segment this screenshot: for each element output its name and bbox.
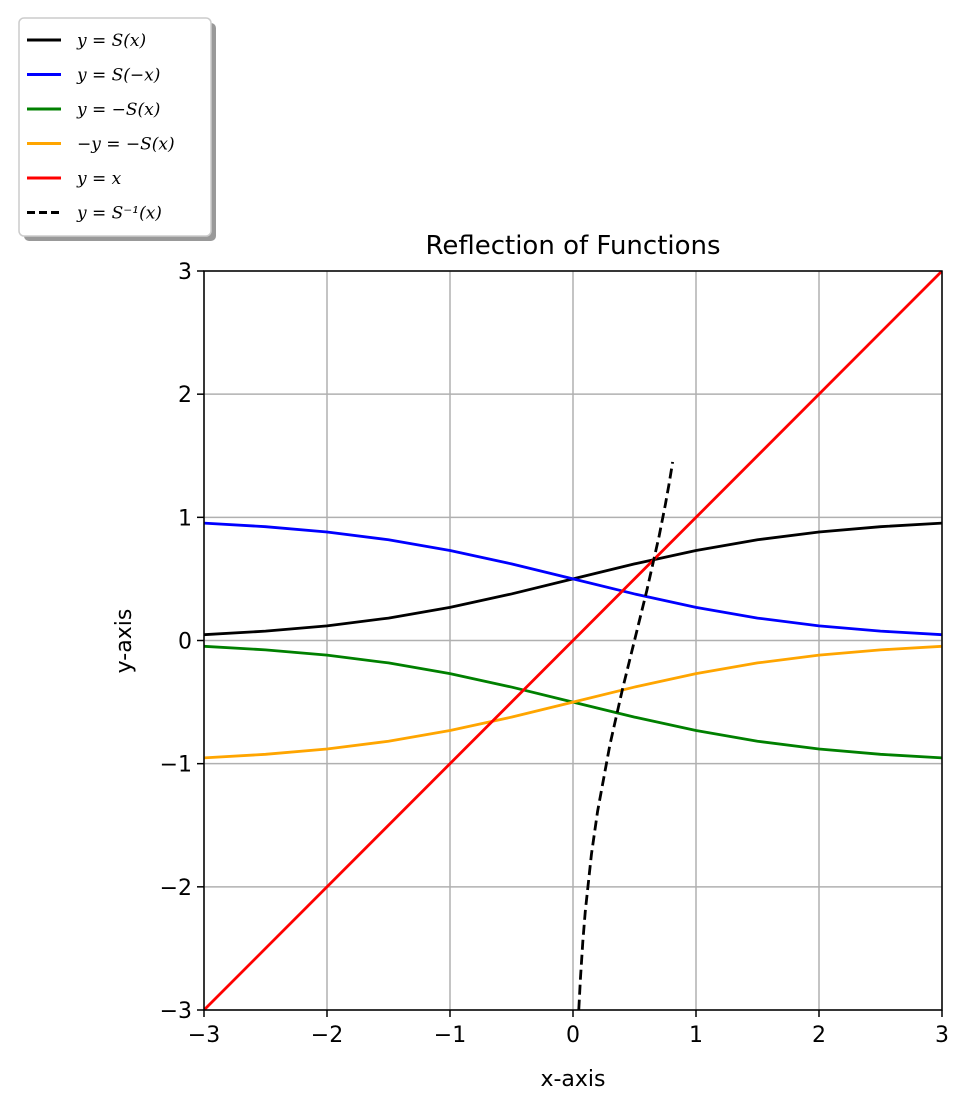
x-tick-label: 3 <box>935 1023 949 1048</box>
y-tick-label: 1 <box>178 506 192 531</box>
series-line-2 <box>204 521 942 637</box>
legend-frame <box>18 17 212 237</box>
y-tick-label: 0 <box>178 630 192 655</box>
x-tick-label: 2 <box>812 1023 826 1048</box>
y-tick-label: 3 <box>178 260 192 285</box>
series-line-5 <box>204 271 942 1010</box>
y-tick-label: −3 <box>160 999 192 1024</box>
y-axis-label: y-axis <box>112 609 137 674</box>
x-tick-label: −1 <box>434 1023 466 1048</box>
y-tick-label: −2 <box>160 876 192 901</box>
series-line-4 <box>204 644 942 760</box>
series-line-6 <box>577 461 675 1010</box>
y-tick-label: −1 <box>160 753 192 778</box>
legend-label: y = −S(x) <box>76 100 160 120</box>
x-axis-label: x-axis <box>540 1067 605 1092</box>
legend-label: y = S(x) <box>76 31 146 51</box>
x-tick-label: −3 <box>188 1023 220 1048</box>
legend-label: y = S(−x) <box>76 66 160 86</box>
legend: y = S(x) y = S(−x) y = −S(x) −y = −S(x) y = … <box>18 17 216 241</box>
x-tick-label: −2 <box>311 1023 343 1048</box>
y-tick-label: 2 <box>178 383 192 408</box>
x-tick-label: 1 <box>689 1023 703 1048</box>
legend-label: y = x <box>76 169 122 189</box>
legend-label: −y = −S(x) <box>77 135 175 155</box>
x-tick-label: 0 <box>566 1023 580 1048</box>
legend-label: y = S⁻¹(x) <box>76 204 162 224</box>
chart-title: Reflection of Functions <box>425 231 720 261</box>
x-axis-ticks: −3 −2 −1 0 1 2 3 <box>188 1010 949 1048</box>
y-axis-ticks: −3 −2 −1 0 1 2 3 <box>160 260 204 1024</box>
